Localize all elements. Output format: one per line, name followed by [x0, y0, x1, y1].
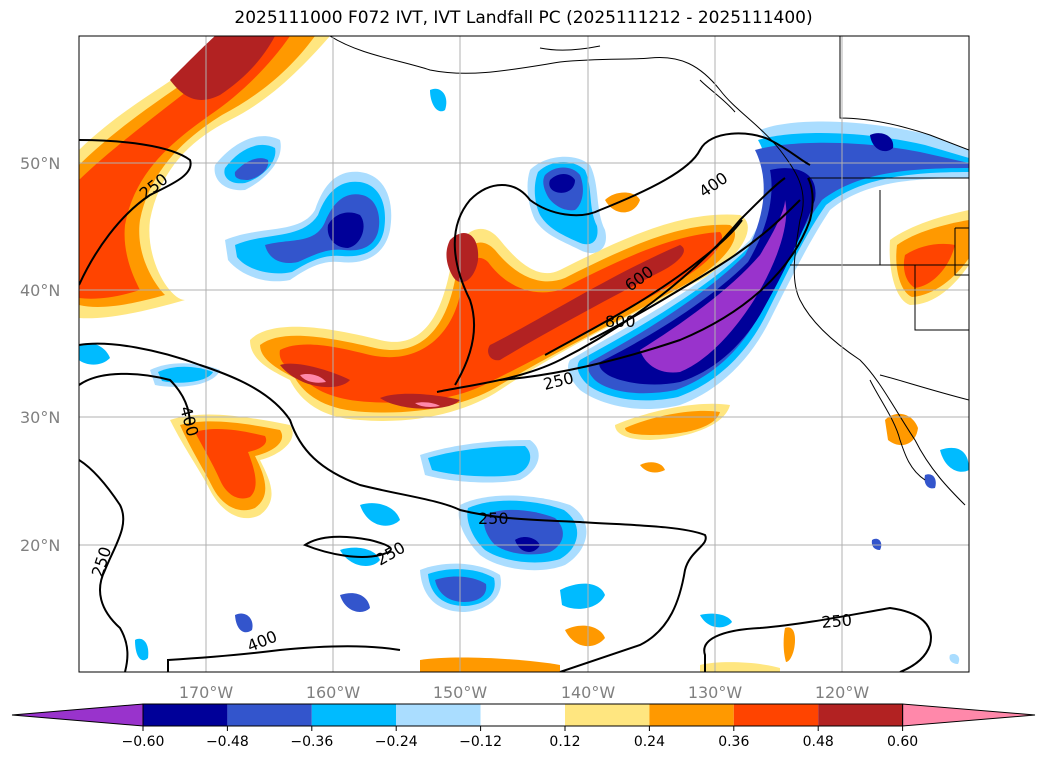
lon-label: 140°W [561, 683, 616, 702]
colorbar-segment [143, 704, 228, 726]
contour-line [544, 219, 743, 356]
anomaly-region [700, 613, 732, 628]
contour-line [302, 535, 392, 558]
contour-label: 250 [821, 610, 853, 632]
lon-label: 120°W [815, 683, 870, 702]
anomaly-region [640, 200, 787, 373]
colorbar-tick-label: 0.24 [634, 734, 665, 750]
lon-label: 130°W [688, 683, 743, 702]
anomaly-region [79, 36, 330, 319]
colorbar-tick-label: 0.48 [803, 734, 834, 750]
lon-label: 160°W [306, 683, 361, 702]
contour-line [589, 199, 801, 341]
anomaly-region [549, 174, 575, 193]
contour-line [499, 177, 814, 381]
colorbar-tick-label: −0.12 [459, 734, 502, 750]
colorbar-segment [565, 704, 650, 726]
colorbar-segment [227, 704, 312, 726]
contour-line [79, 372, 191, 426]
colorbar-tick-label: −0.48 [206, 734, 249, 750]
anomaly-region [940, 447, 969, 472]
contour-line [79, 342, 707, 672]
colorbar: −0.60 −0.48 −0.36 −0.24 −0.12 0.12 0.24 0.36 0.4… [11, 703, 1036, 750]
colorbar-tick-label: −0.60 [122, 734, 165, 750]
anomaly-region [235, 613, 253, 633]
lat-label: 40°N [20, 281, 60, 300]
anomaly-region [234, 158, 269, 180]
anomaly-region [430, 88, 447, 112]
lat-label: 30°N [20, 408, 60, 427]
anomaly-region [783, 627, 795, 662]
graticule [79, 36, 969, 672]
anomaly-region [700, 662, 780, 672]
lon-label: 150°W [433, 683, 488, 702]
anomaly-region [870, 133, 894, 152]
anomaly-region [380, 393, 460, 409]
anomaly-region [135, 638, 149, 661]
colorbar-segment [480, 704, 565, 726]
colorbar-segment [649, 704, 734, 726]
contour-label: 800 [605, 312, 636, 331]
anomaly-region [560, 583, 605, 609]
colorbar-segment [733, 704, 819, 726]
anomaly-region [415, 402, 440, 407]
anomaly-region [640, 462, 665, 473]
anomaly-region [79, 36, 315, 307]
colorbar-segment [311, 704, 397, 726]
anomaly-region [420, 657, 560, 672]
anomaly-region [949, 654, 960, 664]
anomaly-region [327, 212, 364, 248]
latitude-labels: 50°N 40°N 30°N 20°N [20, 154, 60, 555]
lon-label: 170°W [179, 683, 234, 702]
colorbar-tick-label: 0.36 [718, 734, 749, 750]
anomaly-region [435, 576, 487, 602]
anomaly-region [871, 538, 882, 550]
contour-line [79, 139, 192, 286]
anomaly-region [300, 373, 326, 383]
longitude-labels: 170°W 160°W 150°W 140°W 130°W 120°W [179, 683, 870, 702]
anomaly-region [158, 366, 213, 383]
colorbar-tick-label: 0.60 [887, 734, 918, 750]
anomaly-region [170, 36, 275, 100]
colorbar-segment [818, 704, 903, 726]
colorbar-tick-label: −0.36 [290, 734, 333, 750]
anomaly-region [515, 537, 540, 552]
anomaly-region [903, 243, 955, 288]
anomaly-region [279, 232, 723, 403]
contour-label: 250 [478, 509, 509, 528]
anomaly-region [79, 36, 290, 299]
anomaly-region [924, 474, 936, 489]
anomaly-region [428, 446, 531, 477]
colorbar-tick-label: −0.24 [375, 734, 418, 750]
contour-line [703, 606, 932, 672]
anomaly-region [565, 625, 605, 647]
anomaly-region [360, 503, 400, 526]
colorbar-extend-high [902, 703, 1036, 727]
lat-label: 50°N [20, 154, 60, 173]
anomaly-region [488, 245, 684, 361]
lat-label: 20°N [20, 536, 60, 555]
colorbar-segment [396, 704, 481, 726]
colorbar-frame [142, 703, 904, 727]
ivt-contours [79, 132, 932, 672]
map-title: 2025111000 F072 IVT, IVT Landfall PC (20… [234, 8, 813, 28]
anomaly-region [195, 429, 267, 499]
anomaly-region [79, 343, 110, 365]
colorbar-tick-label: 0.12 [549, 734, 580, 750]
contour-line [167, 645, 401, 672]
colorbar-extend-low [11, 703, 144, 727]
negative-anomaly-regions [79, 88, 969, 664]
plot-frame [78, 35, 970, 673]
anomaly-region [340, 593, 370, 612]
contour-line [79, 459, 129, 672]
coastlines [329, 36, 969, 506]
contour-line [453, 132, 811, 386]
